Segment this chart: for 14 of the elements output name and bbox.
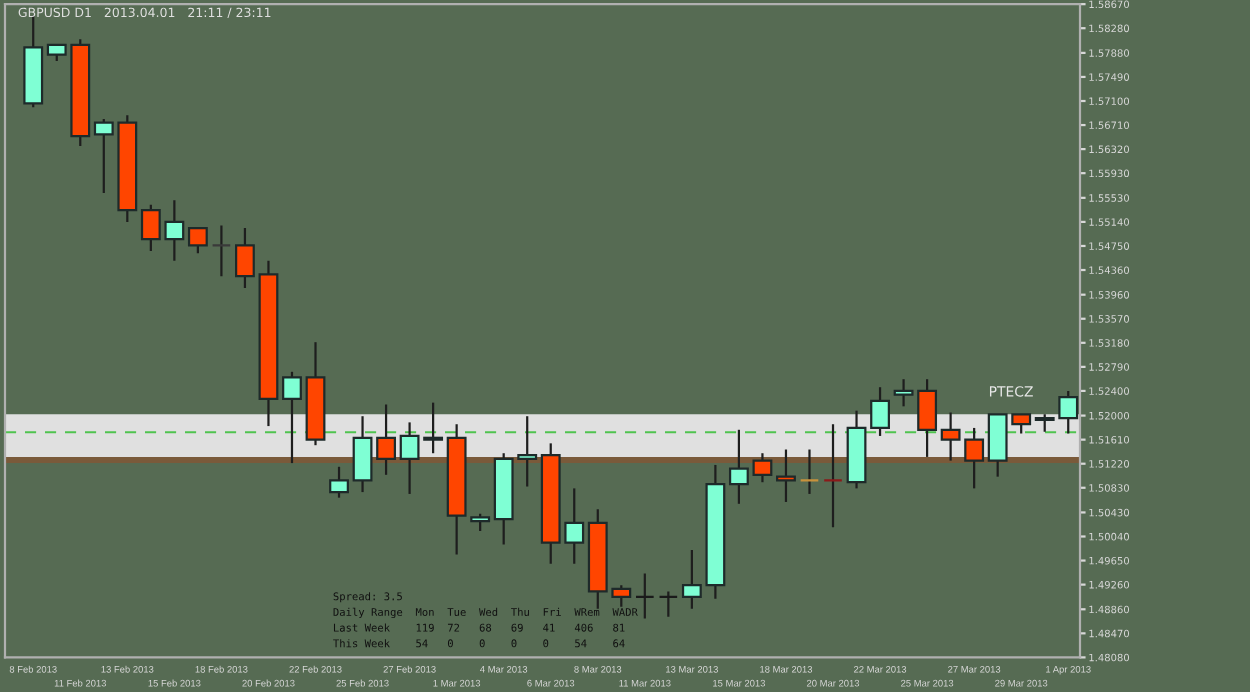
candlestick bbox=[799, 448, 820, 496]
candlestick bbox=[187, 226, 208, 255]
candlestick bbox=[211, 224, 232, 278]
candlestick bbox=[376, 403, 396, 476]
candlestick bbox=[728, 428, 749, 505]
candlestick bbox=[752, 452, 773, 484]
candlestick bbox=[658, 590, 679, 618]
candlestick bbox=[352, 415, 373, 494]
candlestick bbox=[634, 572, 655, 620]
candlestick bbox=[870, 386, 890, 438]
candlestick bbox=[329, 465, 349, 499]
candlestick bbox=[282, 370, 302, 465]
candlestick bbox=[823, 423, 843, 529]
candlestick bbox=[235, 226, 255, 290]
